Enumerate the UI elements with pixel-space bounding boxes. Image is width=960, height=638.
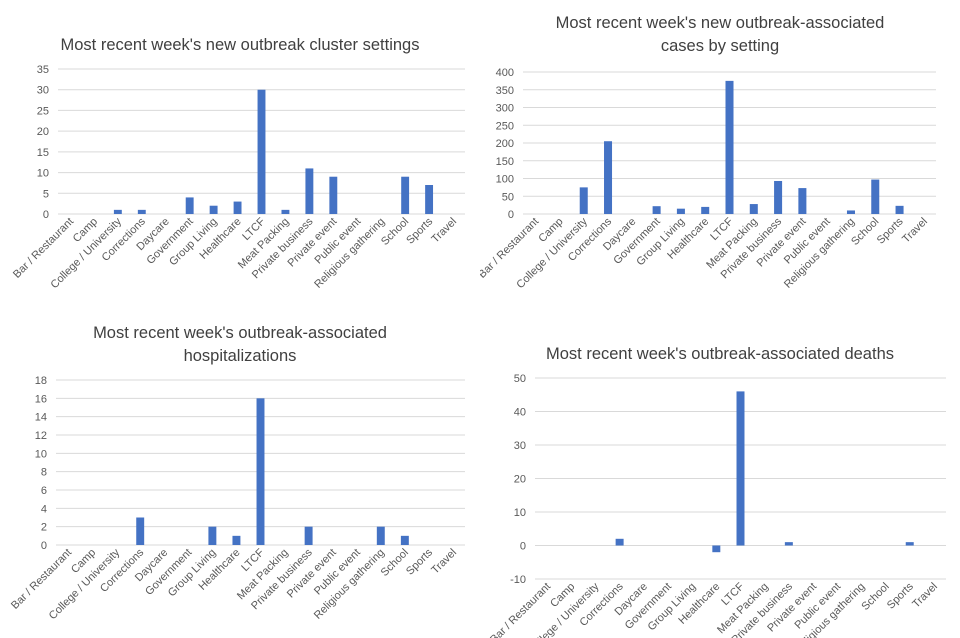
bar [701,206,710,214]
x-tick-label: School [859,581,891,613]
y-tick-label: 30 [37,85,49,97]
bar [736,391,745,546]
x-tick-label: Sports [875,215,906,246]
bar [676,208,685,214]
y-tick-label: 200 [496,138,514,150]
bar [652,206,661,214]
y-tick-label: 15 [37,147,49,159]
y-tick-label: 50 [502,191,514,203]
bar [846,210,855,214]
chart-cluster-settings: Most recent week's new outbreak cluster … [11,36,465,291]
bar [725,80,734,214]
x-tick-label: Sports [885,580,916,611]
bar [425,185,434,214]
chart-cases-by-setting: Most recent week's new outbreak-associat… [480,14,936,291]
chart-title: Most recent week's outbreak-associated d… [546,345,894,363]
y-tick-label: 8 [41,467,47,479]
bar [400,535,409,545]
y-tick-label: 350 [496,85,514,97]
x-tick-label: Sports [404,546,435,577]
y-tick-label: 20 [514,474,526,486]
chart-deaths: Most recent week's outbreak-associated d… [488,345,946,638]
bar [281,209,290,214]
bar [256,398,265,545]
bar [615,538,624,546]
y-tick-label: 40 [514,407,526,419]
y-tick-label: 0 [520,541,526,553]
x-tick-label: Sports [404,215,435,246]
y-tick-label: 10 [514,507,526,519]
bar [136,517,145,545]
y-tick-label: 35 [37,64,49,76]
y-tick-label: -10 [510,574,526,586]
y-tick-label: 0 [41,540,47,552]
y-tick-label: 18 [35,375,47,387]
bar [798,188,807,214]
bar [305,168,314,214]
y-tick-label: 2 [41,522,47,534]
bar [774,180,783,214]
y-tick-label: 400 [496,67,514,79]
x-tick-label: School [379,216,411,248]
bar [232,535,241,545]
y-tick-label: 250 [496,120,514,132]
bar [257,89,266,214]
bar [604,141,613,214]
chart-title: cases by setting [661,37,779,55]
y-tick-label: 0 [43,209,49,221]
chart-title: hospitalizations [184,347,297,365]
y-tick-label: 6 [41,485,47,497]
y-tick-label: 14 [35,412,47,424]
y-tick-label: 100 [496,174,514,186]
y-tick-label: 30 [514,440,526,452]
y-tick-label: 10 [37,168,49,180]
bar [712,545,721,553]
y-tick-label: 0 [508,209,514,221]
bar [208,526,217,545]
bar [784,542,793,546]
bar [185,197,194,214]
y-tick-label: 12 [35,430,47,442]
chart-title: Most recent week's new outbreak cluster … [61,36,420,54]
bar [304,526,313,545]
bar [137,209,146,214]
bar [401,176,410,214]
bar [113,209,122,214]
x-tick-label: Travel [429,547,459,577]
bar [749,204,758,214]
y-tick-label: 5 [43,188,49,200]
y-tick-label: 16 [35,393,47,405]
chart-hospitalizations: Most recent week's outbreak-associated ho… [9,324,465,622]
y-tick-label: 300 [496,103,514,115]
chart-title: Most recent week's new outbreak-associat… [556,14,885,32]
x-tick-label: Travel [429,216,459,246]
bar [376,526,385,545]
y-tick-label: 10 [35,448,47,460]
bar [209,205,218,214]
x-tick-label: Travel [900,216,930,246]
x-tick-label: School [379,547,411,579]
y-tick-label: 4 [41,503,47,515]
chart-title: Most recent week's outbreak-associated [93,324,387,342]
bar [233,201,242,214]
x-tick-label: School [849,216,881,248]
y-tick-label: 20 [37,126,49,138]
bar [579,187,588,214]
y-tick-label: 25 [37,105,49,117]
y-tick-label: 150 [496,156,514,168]
bar [871,179,880,214]
x-tick-label: Travel [910,581,940,611]
bar [905,542,914,546]
bar [329,176,338,214]
bar [895,205,904,214]
y-tick-label: 50 [514,373,526,385]
